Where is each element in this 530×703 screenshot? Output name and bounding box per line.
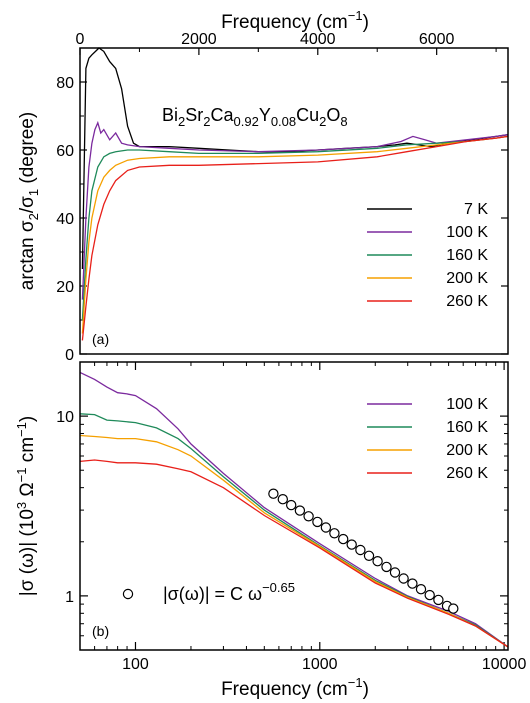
fit-point bbox=[286, 499, 297, 511]
fit-point bbox=[303, 511, 314, 522]
panel-b-letter: (b) bbox=[92, 623, 109, 639]
panel-a-series-line bbox=[81, 135, 509, 334]
panel-b-y-tick-label: 10 bbox=[56, 409, 74, 426]
fit-point bbox=[312, 516, 323, 528]
panel-b-series-line bbox=[79, 459, 509, 648]
panel-a-plot-area: 0 2000 4000 6000 0 20 40 60 80 bbox=[56, 31, 509, 364]
panel-a-y-axis-title: arctan σ2/σ1 (degree) bbox=[17, 112, 41, 290]
fit-point bbox=[363, 550, 375, 562]
top-x-axis-title: Frequency (cm−1) bbox=[221, 8, 369, 33]
fit-point bbox=[389, 567, 401, 578]
panel-a-series-line bbox=[81, 135, 509, 321]
panel-a-series-line bbox=[81, 120, 509, 300]
panel-a-legend-label: 260 K bbox=[446, 293, 488, 310]
fit-point bbox=[338, 533, 349, 545]
compound-formula: Bi2Sr2Ca0.92Y0.08Cu2O8 bbox=[162, 105, 348, 129]
fit-point bbox=[424, 589, 435, 601]
panel-a-y-tick-label: 20 bbox=[56, 279, 74, 296]
panel-b-x-tick-label: 10000 bbox=[482, 656, 527, 673]
fit-point bbox=[329, 528, 340, 539]
panel-b-frame bbox=[79, 361, 509, 651]
bottom-x-axis-title: Frequency (cm−1) bbox=[221, 675, 369, 700]
panel-b-plot-area: 100 1000 10000 1 10 bbox=[56, 361, 527, 673]
panel-a-y-tick-label: 60 bbox=[56, 143, 74, 160]
fit-point bbox=[448, 603, 459, 614]
panel-b-series-line bbox=[79, 371, 509, 648]
fit-point bbox=[433, 594, 444, 606]
panel-b-x-tick-label: 1000 bbox=[302, 656, 338, 673]
fit-point bbox=[268, 488, 279, 499]
panel-b: 100 1000 10000 1 10 |σ (ω)| (103 Ω−1 cm−1) F… bbox=[14, 361, 527, 700]
panel-a-series-line bbox=[81, 135, 509, 341]
panel-a-frame bbox=[79, 47, 509, 355]
panel-b-legend: 100 K 160 K 200 K 260 K bbox=[367, 396, 488, 482]
panel-b-legend-label: 200 K bbox=[446, 442, 488, 459]
panel-b-legend-label: 100 K bbox=[446, 396, 488, 413]
panel-a: Frequency (cm−1) 0 2000 4000 6000020406080 … bbox=[17, 8, 509, 364]
panel-a-x-tick-label: 6000 bbox=[419, 31, 455, 48]
panel-a-x-tick-label: 4000 bbox=[300, 31, 336, 48]
panel-b-legend-label: 160 K bbox=[446, 419, 488, 436]
fit-point bbox=[355, 544, 366, 556]
panel-b-y-tick-label: 1 bbox=[65, 589, 74, 606]
fit-point bbox=[320, 522, 332, 533]
fit-point bbox=[398, 573, 409, 584]
panel-a-letter: (a) bbox=[92, 331, 109, 347]
fit-legend-marker bbox=[122, 588, 134, 600]
panel-a-legend-label: 7 K bbox=[464, 201, 488, 218]
panel-a-legend: 7 K 100 K 160 K 200 K 260 K bbox=[367, 201, 488, 310]
panel-b-x-tick-label: 100 bbox=[122, 656, 149, 673]
panel-b-y-axis-title: |σ (ω)| (103 Ω−1 cm−1) bbox=[14, 416, 38, 596]
panel-b-series-line bbox=[79, 434, 509, 648]
fit-point bbox=[381, 561, 392, 573]
fit-legend-label: |σ(ω)| = C ω−0.65 bbox=[163, 580, 295, 604]
panel-a-x-tick-label: 0 bbox=[76, 31, 85, 48]
fit-point bbox=[407, 578, 418, 589]
panel-a-legend-label: 160 K bbox=[446, 247, 488, 264]
fit-point bbox=[294, 505, 306, 516]
panel-a-legend-label: 200 K bbox=[446, 270, 488, 287]
fit-point bbox=[415, 584, 427, 595]
panel-a-x-tick-label: 2000 bbox=[181, 31, 217, 48]
fit-point bbox=[372, 556, 383, 567]
panel-a-y-tick-label: 80 bbox=[56, 75, 74, 92]
panel-a-y-tick-label: 40 bbox=[56, 211, 74, 228]
panel-a-y-tick-label: 0 bbox=[65, 347, 74, 364]
fit-point bbox=[346, 539, 357, 550]
fit-point bbox=[277, 494, 288, 505]
fit-legend: |σ(ω)| = C ω−0.65 bbox=[122, 580, 295, 604]
panel-b-legend-label: 260 K bbox=[446, 465, 488, 482]
panel-a-legend-label: 100 K bbox=[446, 224, 488, 241]
